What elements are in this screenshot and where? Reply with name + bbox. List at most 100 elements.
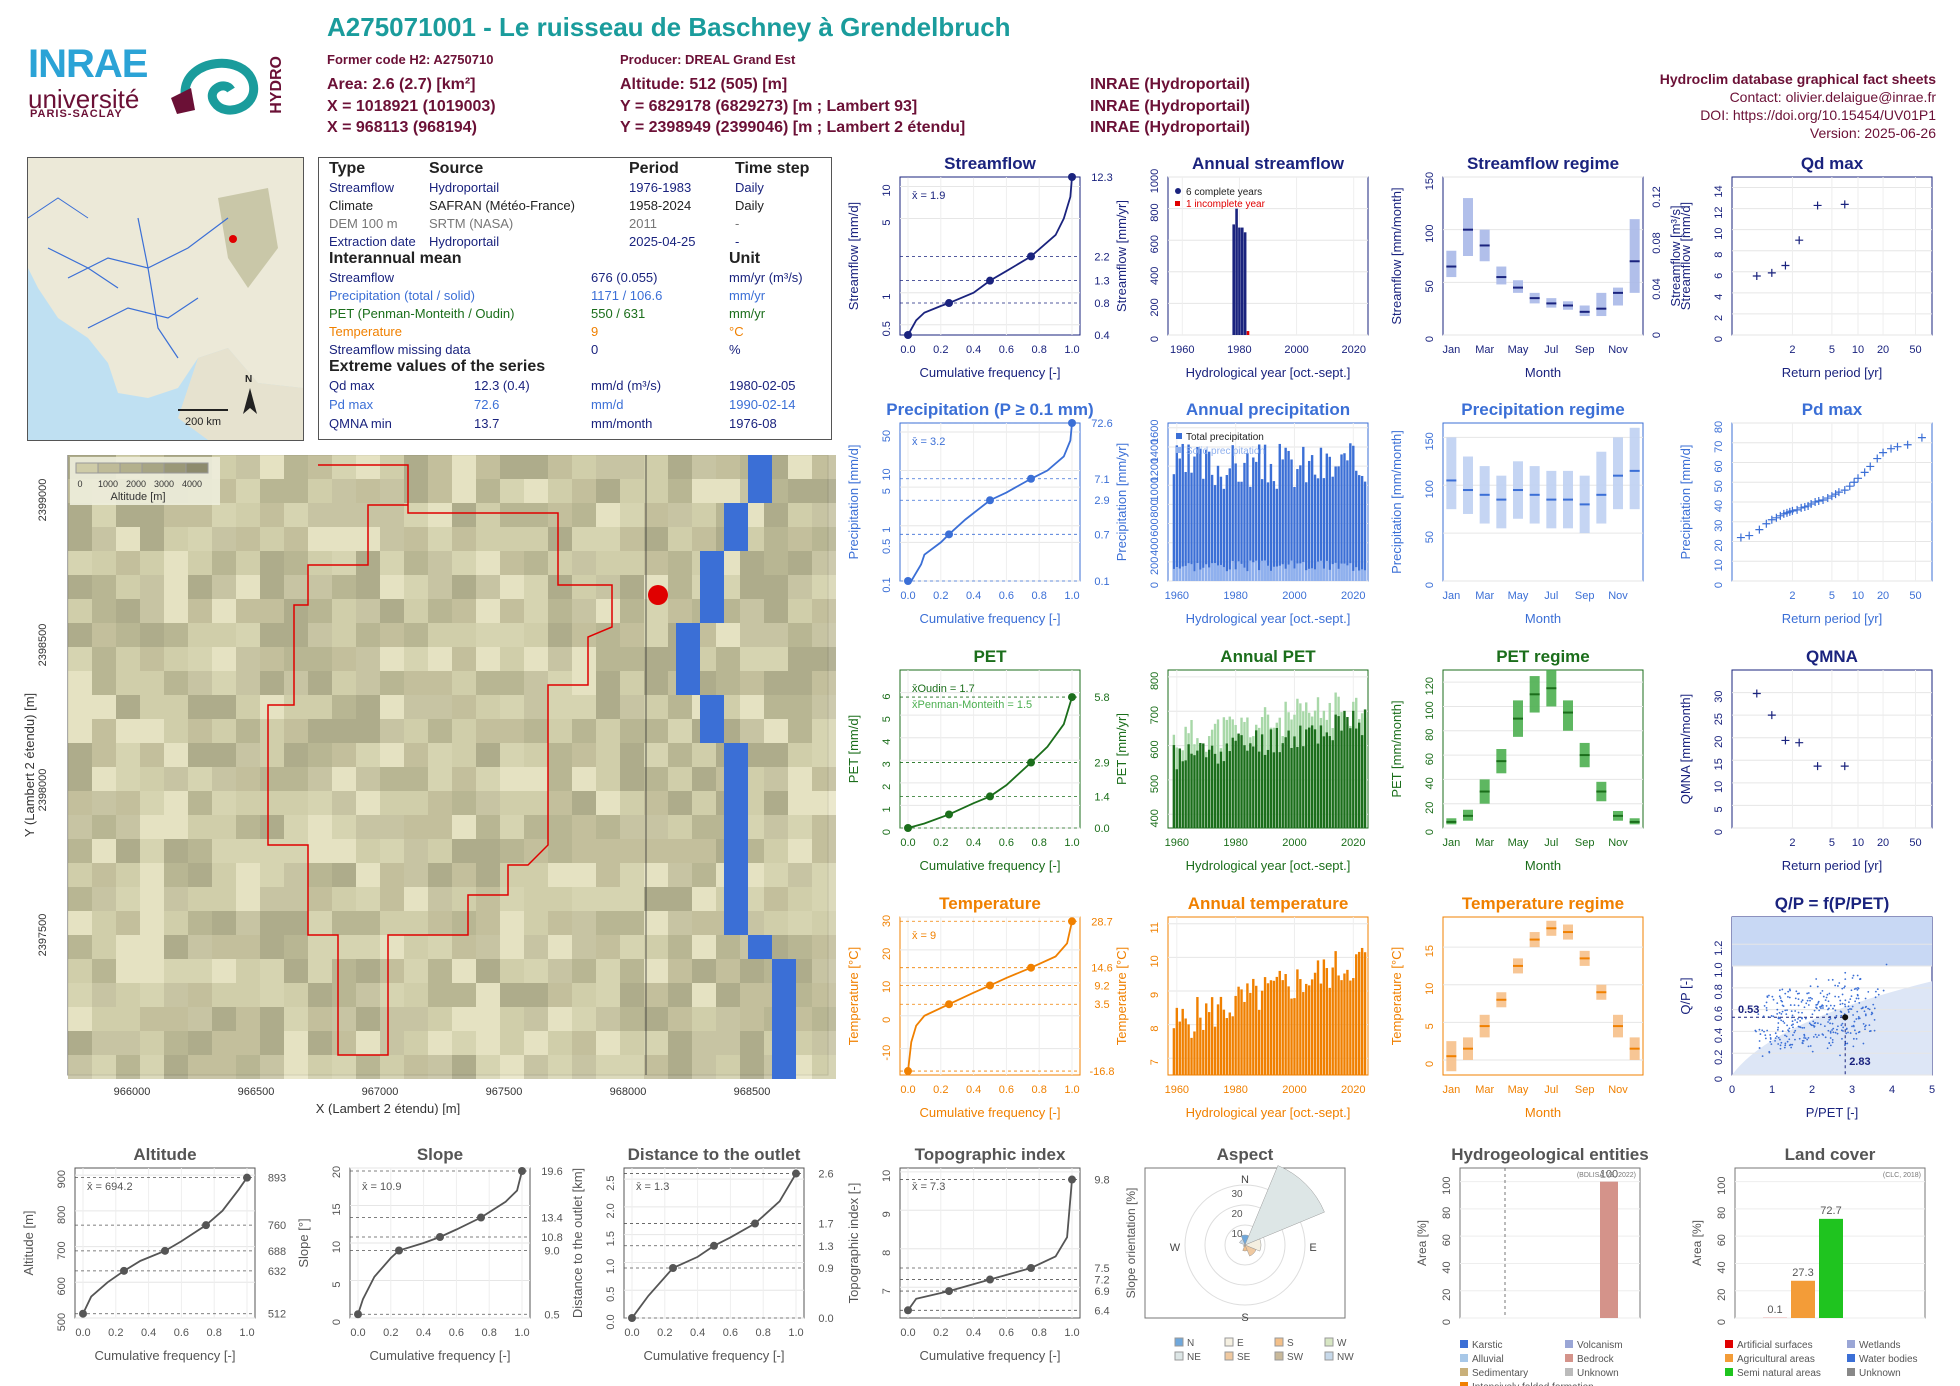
y-tick: 0 — [1713, 829, 1725, 835]
terrain-cell — [212, 911, 236, 935]
terrain-cell — [380, 503, 404, 527]
bar — [1328, 456, 1331, 581]
terrain-cell — [68, 647, 92, 671]
scatter-point — [1803, 1035, 1806, 1037]
terrain-cell — [188, 911, 212, 935]
terrain-cell — [596, 719, 620, 743]
terrain-cell — [116, 575, 140, 599]
terrain-cell — [620, 479, 644, 503]
scatter-point — [1812, 1035, 1815, 1038]
scatter-point — [1794, 1019, 1796, 1021]
x-tick: 0.2 — [933, 1327, 948, 1339]
legend-label: Bedrock — [1577, 1354, 1615, 1365]
scatter-point — [1826, 1013, 1828, 1016]
extreme-row: Qd max 12.3 (0.4) mm/d (m³/s) 1980-02-05 — [329, 378, 819, 395]
bar — [1172, 474, 1176, 581]
terrain-cell — [380, 935, 404, 959]
terrain-cell — [452, 815, 476, 839]
terrain-cell — [284, 599, 308, 623]
mean-unit: % — [729, 342, 741, 357]
scatter-point — [1769, 1038, 1772, 1040]
terrain-cell — [332, 863, 356, 887]
terrain-cell — [644, 719, 668, 743]
data-point — [986, 792, 994, 801]
scatter-point — [1779, 1047, 1782, 1050]
terrain-cell — [380, 767, 404, 791]
bar — [1269, 980, 1273, 1075]
terrain-cell — [164, 839, 188, 863]
bar-solid — [1269, 570, 1273, 581]
scatter-point — [1820, 1007, 1822, 1010]
bar — [1293, 998, 1296, 1075]
station-info-table: Type Source Period Time step Streamflow H… — [318, 157, 832, 440]
terrain-cell — [620, 527, 644, 551]
terrain-cell — [428, 959, 452, 983]
terrain-cell — [452, 575, 476, 599]
x-tick: 0.8 — [1032, 344, 1047, 356]
scatter-point — [1839, 999, 1842, 1002]
bar-pm — [1257, 751, 1261, 828]
terrain-cell — [356, 599, 380, 623]
terrain-cell — [308, 671, 332, 695]
scatter-point — [1794, 1038, 1796, 1041]
terrain-cell — [812, 575, 836, 599]
terrain-cell — [428, 575, 452, 599]
terrain-cell — [332, 719, 356, 743]
extreme-date: 1980-02-05 — [729, 378, 796, 393]
right-tick: 3.5 — [1094, 999, 1109, 1011]
right-tick: 7.2 — [1094, 1275, 1109, 1287]
scatter-point — [1873, 1029, 1876, 1032]
direction-label: S — [1241, 1312, 1248, 1324]
terrain-cell — [380, 527, 404, 551]
scatter-point — [1779, 997, 1782, 999]
bar-solid — [1228, 569, 1231, 581]
regime-box — [1446, 437, 1457, 510]
scatter-point — [1847, 1011, 1850, 1013]
terrain-cell — [572, 455, 596, 479]
terrain-cell — [356, 887, 380, 911]
terrain-cell — [788, 791, 812, 815]
energy-limit-zone — [1732, 917, 1932, 967]
terrain-cell — [500, 599, 524, 623]
mean-row: Precipitation (total / solid) 1171 / 106.… — [329, 288, 819, 305]
bar-solid — [1325, 560, 1329, 581]
scatter-point — [1885, 963, 1888, 966]
terrain-cell — [140, 983, 164, 1007]
mean-unit: mm/yr (m³/s) — [729, 270, 803, 285]
terrain-cell — [284, 887, 308, 911]
terrain-cell — [236, 503, 260, 527]
terrain-cell — [68, 959, 92, 983]
x-tick: 0.6 — [999, 1084, 1014, 1096]
scatter-point — [1774, 1032, 1777, 1035]
scatter-point — [1858, 1002, 1861, 1004]
terrain-cell — [68, 719, 92, 743]
scatter-point — [1789, 1004, 1792, 1006]
bar-pm — [1316, 743, 1320, 828]
x-tick: 0.0 — [900, 1084, 915, 1096]
terrain-cell — [164, 719, 188, 743]
terrain-cell — [356, 695, 380, 719]
y-tick: 0.4 — [1713, 1028, 1725, 1043]
scatter-point — [1836, 1032, 1839, 1035]
terrain-cell — [188, 743, 212, 767]
right-tick: 6.4 — [1094, 1305, 1109, 1317]
terrain-cell — [476, 527, 500, 551]
terrain-cell — [116, 983, 140, 1007]
terrain-cell — [452, 671, 476, 695]
scatter-point — [1831, 1022, 1834, 1025]
mean-value: 676 (0.055) — [591, 270, 658, 285]
y-tick: 40 — [1424, 777, 1436, 789]
terrain-cell — [212, 551, 236, 575]
scatter-point — [1790, 1046, 1793, 1049]
right-tick: 1.4 — [1094, 791, 1109, 803]
bar-pm — [1193, 755, 1196, 828]
scatter-point — [1816, 1036, 1818, 1039]
legend-swatch — [1725, 1354, 1733, 1362]
source-note: (CLC, 2018) — [1883, 1172, 1921, 1179]
terrain-cell — [572, 959, 596, 983]
bar-pm — [1181, 761, 1184, 828]
terrain-cell — [404, 935, 428, 959]
bar — [1260, 990, 1264, 1075]
terrain-cell — [644, 479, 668, 503]
